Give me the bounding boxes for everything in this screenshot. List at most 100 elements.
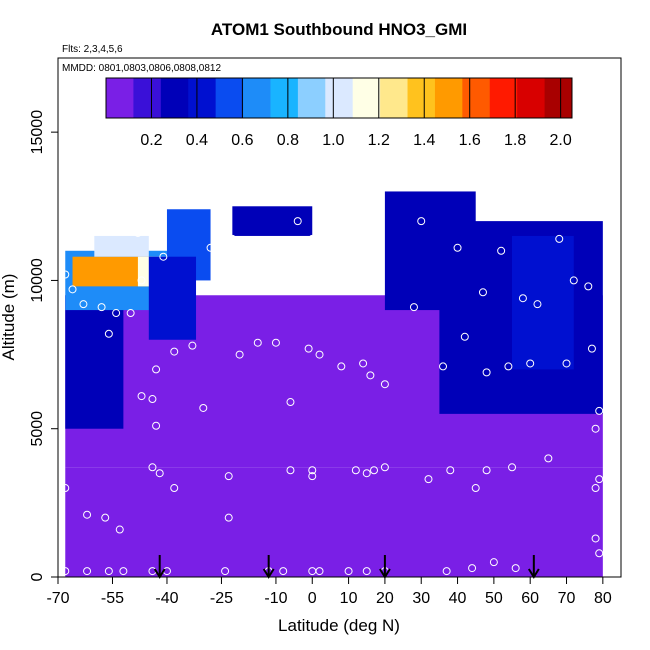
colorbar-swatch xyxy=(352,78,381,118)
y-tick-label: 0 xyxy=(29,572,46,581)
colorbar-swatch xyxy=(297,78,326,118)
heatmap-cell xyxy=(94,235,149,257)
colorbar-tick-label: 2.0 xyxy=(550,132,572,149)
observation-point xyxy=(555,234,564,243)
observation-point xyxy=(359,359,368,368)
colorbar-tick-label: 1.0 xyxy=(322,132,344,149)
colorbar-swatch xyxy=(243,78,271,118)
colorbar-swatch xyxy=(517,78,546,118)
observation-point xyxy=(235,350,244,359)
observation-point xyxy=(148,395,157,404)
colorbar: 0.2 0.4 0.6 0.8 1.0 1.2 1.4 1.6 1.8 2.0 xyxy=(105,77,573,149)
colorbar-swatch xyxy=(462,78,491,118)
observation-point xyxy=(279,567,288,576)
x-axis-label: Latitude (deg N) xyxy=(278,616,400,635)
observation-point xyxy=(188,341,197,350)
colorbar-tick-label: 1.4 xyxy=(413,132,435,149)
colorbar-swatch xyxy=(434,78,463,118)
observation-point xyxy=(591,484,600,493)
colorbar-tick-label: 0.6 xyxy=(231,132,253,149)
colorbar-swatch xyxy=(188,78,217,118)
colorbar-tick-label: 0.8 xyxy=(277,132,299,149)
x-tick-label: 30 xyxy=(412,590,430,607)
observation-point xyxy=(137,276,146,285)
colorbar-swatch xyxy=(270,78,299,118)
observation-point xyxy=(591,424,600,433)
y-tick-label: 5000 xyxy=(29,411,46,447)
observation-point xyxy=(587,344,596,353)
observation-point xyxy=(569,276,578,285)
observation-point xyxy=(595,406,604,415)
observation-point xyxy=(224,472,233,481)
observation-point xyxy=(315,567,324,576)
colorbar-tick-label: 1.6 xyxy=(459,132,481,149)
y-axis-label: Altitude (m) xyxy=(0,274,18,361)
observation-point xyxy=(468,564,477,573)
observation-point xyxy=(424,475,433,484)
observation-point xyxy=(482,368,491,377)
observation-point xyxy=(595,549,604,558)
flights-label: Flts: 2,3,4,5,6 xyxy=(62,44,123,55)
observation-point xyxy=(152,421,161,430)
observation-point xyxy=(271,338,280,347)
observation-point xyxy=(518,294,527,303)
observation-point xyxy=(61,270,70,279)
x-tick-label: 60 xyxy=(521,590,539,607)
colorbar-swatch xyxy=(133,78,162,118)
observation-point xyxy=(159,252,168,261)
observation-point xyxy=(170,484,179,493)
x-tick-label: -55 xyxy=(101,590,124,607)
observation-point xyxy=(221,567,230,576)
observation-point xyxy=(595,475,604,484)
colorbar-swatch xyxy=(544,78,573,118)
plot-frame xyxy=(57,57,622,578)
y-axis: 0 5000 10000 15000 xyxy=(29,110,58,581)
observation-point xyxy=(482,466,491,475)
observation-point xyxy=(366,371,375,380)
observation-point xyxy=(286,398,295,407)
observation-point xyxy=(112,309,121,318)
observation-point xyxy=(380,463,389,472)
observation-point xyxy=(148,463,157,472)
colorbar-swatch xyxy=(407,78,436,118)
observation-point xyxy=(286,466,295,475)
observation-point xyxy=(442,567,451,576)
x-tick-label: -40 xyxy=(155,590,178,607)
colorbar-tick-label: 1.2 xyxy=(368,132,390,149)
observation-point xyxy=(562,359,571,368)
observation-point xyxy=(489,558,498,567)
observation-point xyxy=(137,392,146,401)
y-tick-label: 10000 xyxy=(29,258,46,303)
observation-point xyxy=(101,513,110,522)
colorbar-swatch xyxy=(380,78,409,118)
heatmap-cell xyxy=(65,467,603,577)
heatmap-cell xyxy=(148,256,197,340)
x-axis: -70 -55 -40 -25 -10 0 10 20 30 40 50 60 70 80 xyxy=(46,577,612,607)
observation-point xyxy=(155,469,164,478)
observation-point xyxy=(152,365,161,374)
observation-point xyxy=(228,234,237,243)
observation-point xyxy=(133,228,142,237)
observation-point xyxy=(224,513,233,522)
x-tick-label: -70 xyxy=(46,590,69,607)
observation-point xyxy=(370,466,379,475)
observation-point xyxy=(61,484,70,493)
observation-point xyxy=(533,300,542,309)
heatmap-cell xyxy=(65,295,124,429)
observation-point xyxy=(504,362,513,371)
observation-point xyxy=(544,454,553,463)
colorbar-swatch xyxy=(489,78,518,118)
observation-point xyxy=(362,469,371,478)
x-tick-label: 40 xyxy=(449,590,467,607)
observation-point xyxy=(235,276,244,285)
observation-points xyxy=(61,217,604,576)
observation-point xyxy=(253,338,262,347)
observation-point xyxy=(344,567,353,576)
observation-point xyxy=(591,534,600,543)
colorbar-frame xyxy=(105,77,573,119)
observation-point xyxy=(308,472,317,481)
x-tick-label: 10 xyxy=(340,590,358,607)
x-tick-label: 20 xyxy=(376,590,394,607)
chart-title: ATOM1 Southbound HNO3_GMI xyxy=(211,20,467,39)
